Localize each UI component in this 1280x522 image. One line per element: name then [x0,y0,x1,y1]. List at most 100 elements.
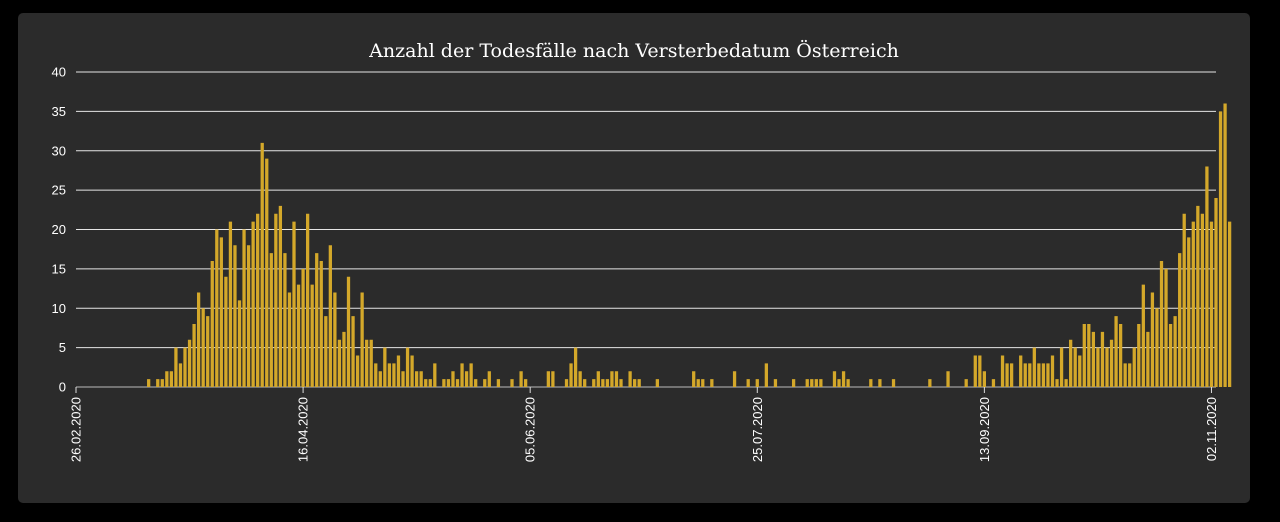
bar [928,379,932,388]
bar [1019,355,1023,387]
bar [1055,379,1059,388]
x-tick-label: 13.09.2020 [977,397,992,462]
bar [219,237,223,388]
bar [946,371,950,387]
bar [628,371,632,387]
bar [1073,347,1077,388]
x-tick-label: 26.02.2020 [69,397,84,462]
bars [147,103,1232,388]
bar [637,379,641,388]
bar [469,363,473,388]
bar [378,371,382,387]
bar [1178,253,1182,388]
bar [256,213,260,387]
bar [474,379,478,388]
bar [1064,379,1068,388]
bar [246,245,251,387]
bar [1187,237,1191,388]
bar [410,355,414,387]
bar [1155,308,1159,387]
bar [1205,166,1209,387]
bar [846,379,850,388]
bar [1105,347,1109,388]
bar [296,284,301,388]
bar [524,379,528,388]
bar [991,379,996,388]
bar [451,371,455,387]
bar [415,371,419,387]
chart-title: Anzahl der Todesfälle nach Versterbedatu… [368,39,899,62]
bar [224,276,228,387]
bar [810,379,814,388]
bar [1227,221,1232,388]
bar [178,363,183,388]
chart-panel: Anzahl der Todesfälle nach Versterbedatu… [18,13,1250,503]
bar [324,316,328,388]
bar [1114,316,1118,388]
bar [1078,355,1082,387]
bar [147,379,151,388]
bar [1005,363,1009,388]
bar [1173,316,1177,388]
bar [301,268,305,388]
bar [328,245,332,387]
bar [405,347,410,388]
bar [315,253,319,388]
bar [292,221,296,388]
bar [755,379,759,388]
bar [1096,347,1100,388]
bar [878,379,882,388]
bar [564,379,569,388]
bar [982,371,986,387]
bar [1159,261,1164,387]
bar [710,379,714,388]
bar [237,300,242,388]
bar [614,371,619,387]
bar [869,379,873,388]
bar [1123,363,1127,388]
bar [360,292,364,387]
bar [1150,292,1155,387]
bar [210,261,214,387]
bar [460,363,464,388]
bar [310,284,314,388]
bar [1214,198,1218,387]
bar [183,347,187,388]
bar [1032,347,1036,388]
bar [401,371,405,387]
x-tick-label: 05.06.2020 [523,397,538,462]
bar [1046,363,1050,388]
bar [1209,221,1214,388]
bar [573,347,578,388]
bar [424,379,428,388]
bar [337,339,342,387]
bar [351,316,355,388]
death-count-bar-chart: Anzahl der Todesfälle nach Versterbedatu… [52,39,1232,462]
bar [242,229,246,387]
bar [1118,324,1123,387]
bar [655,379,659,388]
y-tick-label: 15 [52,261,66,276]
bar [287,292,292,387]
bar [419,371,423,387]
y-tick-label: 30 [52,143,66,158]
bar [169,371,174,387]
x-tick-label: 16.04.2020 [296,397,311,462]
bar [814,379,818,388]
bar [1182,213,1186,387]
bar [333,292,337,387]
bar [274,213,278,387]
bar [1141,284,1145,388]
bar [819,379,823,388]
bar [464,371,469,387]
bar [1050,355,1055,387]
bar [265,158,269,388]
bar [1028,363,1032,388]
bar [1000,355,1005,387]
bar [1168,324,1173,387]
bar [192,324,196,387]
bar [446,379,451,388]
bar [569,363,573,388]
bar [578,371,582,387]
bar [1041,363,1046,388]
